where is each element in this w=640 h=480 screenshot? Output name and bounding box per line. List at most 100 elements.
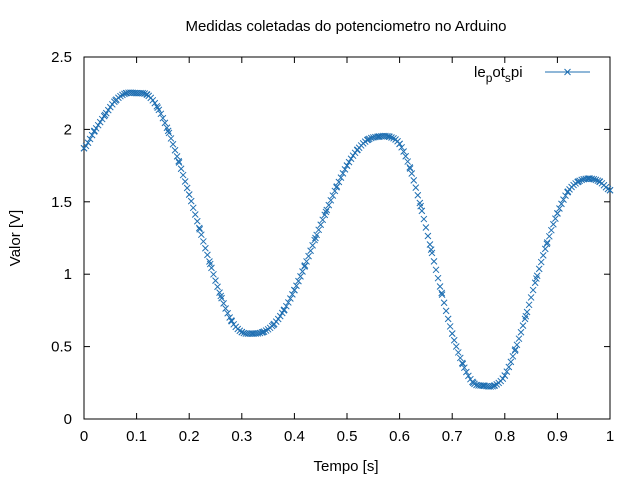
series-sample-marker <box>556 205 563 212</box>
y-tick-label: 0 <box>64 411 72 428</box>
legend-label-part: s <box>505 71 511 85</box>
series-sample-marker <box>228 317 236 325</box>
data-point-marker <box>438 289 446 297</box>
series-sample-marker <box>422 224 430 231</box>
series-layer <box>80 89 614 390</box>
x-tick-label: 0.8 <box>494 428 515 445</box>
legend: lepotspi <box>474 64 590 85</box>
series-sample-marker <box>384 132 391 140</box>
series-sample-marker <box>301 263 308 270</box>
series-sample-marker <box>195 224 203 232</box>
series-sample-marker <box>289 291 296 298</box>
legend-label-part: le <box>474 64 486 81</box>
series-sample-marker <box>463 368 470 376</box>
series-sample-marker <box>214 283 221 291</box>
series-sample-marker <box>167 135 175 142</box>
series-sample-marker <box>92 124 100 132</box>
series-sample-marker <box>420 215 428 223</box>
series-sample-marker <box>337 174 345 181</box>
series-sample-marker <box>388 134 395 141</box>
series-sample-marker <box>295 277 302 285</box>
series-sample-marker <box>262 327 270 334</box>
series-sample-marker <box>382 132 389 140</box>
series-sample-marker <box>345 158 353 166</box>
series-sample-marker <box>543 239 551 246</box>
series-sample-marker <box>541 245 549 253</box>
series-sample-marker <box>163 124 171 132</box>
data-point-marker <box>543 240 551 248</box>
series-sample-marker <box>398 143 405 151</box>
series-sample-marker <box>100 112 108 120</box>
series-sample-marker <box>438 291 446 298</box>
series-sample-marker <box>489 382 497 390</box>
series-sample-marker <box>297 273 304 280</box>
series-sample-marker <box>533 272 541 280</box>
legend-label: lepotspi <box>474 64 523 85</box>
series-sample-marker <box>153 102 161 110</box>
series-sample-marker <box>165 129 173 137</box>
series-sample-marker <box>175 159 183 166</box>
series-sample-marker <box>509 352 517 360</box>
series-sample-marker <box>331 187 339 195</box>
series-sample-marker <box>155 106 163 114</box>
series-sample-marker <box>562 192 569 200</box>
series-sample-marker <box>450 336 458 344</box>
series-sample-marker <box>157 110 165 118</box>
series-sample-marker <box>590 175 598 183</box>
series-sample-marker <box>226 314 234 321</box>
legend-marker-sample <box>564 68 571 76</box>
series-sample-marker <box>323 206 331 214</box>
series-sample-marker <box>552 215 559 222</box>
y-tick-label: 2.5 <box>51 49 72 66</box>
series-sample-marker <box>309 242 316 249</box>
series-sample-marker <box>278 309 286 317</box>
series-sample-marker <box>574 178 581 186</box>
legend-label-part: ot <box>492 64 505 81</box>
series-sample-marker <box>452 343 460 350</box>
series-sample-marker <box>106 103 114 111</box>
series-sample-marker <box>444 315 452 323</box>
series-sample-marker <box>410 176 418 184</box>
series-sample-marker <box>416 199 424 207</box>
x-tick-label: 1 <box>606 428 614 445</box>
series-sample-marker <box>141 90 149 97</box>
series-sample-marker <box>276 312 284 320</box>
series-sample-marker <box>313 231 321 239</box>
series-sample-marker <box>515 335 523 343</box>
series-sample-marker <box>402 152 410 160</box>
series-sample-marker <box>181 178 189 185</box>
series-sample-marker <box>396 140 403 148</box>
series-sample-marker <box>386 133 393 141</box>
ticks-layer: 0 0.1 0.2 0.3 0.4 0.5 0.6 0.7 0.8 0.9 1 0 0.5 1 1.5 2 2.… <box>51 49 614 445</box>
series-sample-marker <box>564 188 571 196</box>
x-tick-label: 0.6 <box>389 428 410 445</box>
series-sample-marker <box>527 294 535 301</box>
series-sample-marker <box>588 175 596 183</box>
series-sample-marker <box>442 307 450 315</box>
series-sample-marker <box>161 119 169 127</box>
series-sample-marker <box>558 200 565 208</box>
series-sample-marker <box>365 135 373 143</box>
series-sample-marker <box>238 328 246 336</box>
series-sample-marker <box>193 217 201 225</box>
series-sample-marker <box>404 158 412 165</box>
series-sample-marker <box>436 283 444 290</box>
series-sample-marker <box>315 226 323 234</box>
series-sample-marker <box>218 294 225 302</box>
series-sample-marker <box>535 265 543 273</box>
series-sample-marker <box>260 328 268 335</box>
y-tick-label: 1 <box>64 266 72 283</box>
series-sample-marker <box>119 91 126 99</box>
series-sample-marker <box>212 277 219 284</box>
series-sample-marker <box>200 238 207 245</box>
series-sample-marker <box>102 109 110 117</box>
series-sample-marker <box>501 372 509 379</box>
series-sample-marker <box>507 358 515 366</box>
legend-label-part: p <box>486 71 493 85</box>
series-sample-marker <box>604 185 612 193</box>
x-tick-label: 0.7 <box>442 428 463 445</box>
series-sample-marker <box>317 221 325 229</box>
